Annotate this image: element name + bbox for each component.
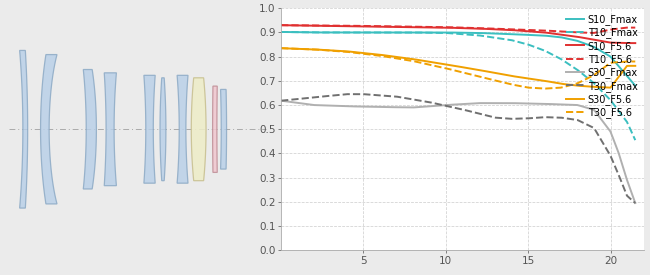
- S10_Fmax: [487, 32, 495, 35]
- S30_F5.6: [631, 64, 639, 67]
- S30_Fmax: [278, 99, 286, 103]
- S30_F5.6: [494, 72, 502, 75]
- Polygon shape: [40, 54, 57, 204]
- T30_Fmax: [488, 115, 496, 119]
- T10_Fmax: [278, 30, 286, 34]
- T30_F5.6: [487, 78, 495, 81]
- T10_Fmax: [487, 35, 495, 39]
- S10_F5.6: [631, 42, 639, 45]
- Line: S30_F5.6: S30_F5.6: [281, 48, 635, 88]
- T30_Fmax: [344, 92, 352, 96]
- Line: T10_F5.6: T10_F5.6: [281, 25, 635, 33]
- Line: S10_Fmax: S10_Fmax: [281, 32, 635, 86]
- T10_Fmax: [278, 30, 285, 34]
- T10_F5.6: [487, 27, 495, 30]
- T10_F5.6: [576, 31, 584, 34]
- Line: T30_Fmax: T30_Fmax: [281, 94, 635, 203]
- S30_F5.6: [488, 71, 496, 74]
- S30_Fmax: [488, 101, 496, 105]
- T30_F5.6: [278, 46, 285, 50]
- S10_F5.6: [487, 28, 495, 31]
- S30_Fmax: [576, 104, 584, 107]
- T10_F5.6: [488, 27, 496, 30]
- Line: S30_Fmax: S30_Fmax: [281, 101, 635, 203]
- Line: T30_F5.6: T30_F5.6: [281, 48, 635, 89]
- T10_F5.6: [278, 24, 285, 27]
- T10_F5.6: [494, 27, 502, 31]
- T30_Fmax: [495, 116, 503, 120]
- Line: S10_F5.6: S10_F5.6: [281, 25, 635, 43]
- S10_F5.6: [576, 35, 584, 39]
- T30_F5.6: [488, 78, 496, 81]
- Polygon shape: [144, 75, 155, 183]
- T10_Fmax: [488, 36, 496, 39]
- Polygon shape: [83, 70, 96, 189]
- S10_Fmax: [598, 50, 606, 53]
- T30_Fmax: [489, 116, 497, 119]
- T30_F5.6: [577, 80, 585, 83]
- Polygon shape: [20, 50, 28, 208]
- S10_Fmax: [576, 40, 584, 43]
- T10_Fmax: [576, 70, 584, 73]
- S10_Fmax: [278, 30, 285, 34]
- Legend: S10_Fmax, T10_Fmax, S10_F5.6, T10_F5.6, S30_Fmax, T30_Fmax, S30_F5.6, T30_F5.6: S10_Fmax, T10_Fmax, S10_F5.6, T10_F5.6, …: [566, 13, 639, 119]
- T30_Fmax: [278, 99, 286, 102]
- T10_F5.6: [599, 29, 607, 33]
- T10_F5.6: [590, 31, 598, 35]
- Line: T10_Fmax: T10_Fmax: [281, 32, 635, 140]
- T30_Fmax: [577, 120, 585, 123]
- S30_Fmax: [487, 101, 495, 105]
- T30_F5.6: [631, 60, 639, 63]
- S10_F5.6: [278, 24, 286, 27]
- S10_F5.6: [278, 24, 285, 27]
- T30_F5.6: [599, 67, 607, 70]
- T30_F5.6: [541, 87, 549, 90]
- T30_F5.6: [278, 46, 286, 50]
- T10_Fmax: [631, 139, 639, 142]
- S30_F5.6: [598, 86, 606, 89]
- T10_Fmax: [598, 90, 606, 93]
- Polygon shape: [191, 78, 206, 181]
- T30_Fmax: [278, 99, 285, 102]
- S10_Fmax: [278, 30, 286, 34]
- T30_Fmax: [599, 142, 607, 145]
- S10_Fmax: [631, 84, 639, 87]
- Polygon shape: [160, 78, 166, 181]
- T30_Fmax: [631, 201, 639, 205]
- T10_Fmax: [494, 37, 502, 40]
- S10_Fmax: [494, 32, 502, 35]
- S30_F5.6: [278, 46, 286, 50]
- S30_Fmax: [631, 201, 639, 205]
- S30_F5.6: [606, 86, 614, 89]
- S30_F5.6: [278, 46, 285, 50]
- S10_Fmax: [488, 32, 496, 35]
- S30_Fmax: [598, 119, 606, 122]
- T30_F5.6: [494, 79, 502, 83]
- T10_F5.6: [631, 26, 639, 29]
- Polygon shape: [220, 89, 227, 169]
- S10_F5.6: [488, 28, 496, 31]
- Polygon shape: [213, 86, 217, 172]
- Polygon shape: [104, 73, 116, 186]
- S10_F5.6: [624, 42, 632, 45]
- S30_F5.6: [576, 84, 584, 87]
- S10_F5.6: [494, 28, 502, 31]
- Polygon shape: [177, 75, 188, 183]
- S30_Fmax: [278, 99, 285, 102]
- S30_Fmax: [494, 101, 502, 105]
- S30_F5.6: [487, 70, 495, 74]
- T10_F5.6: [278, 24, 286, 27]
- S10_F5.6: [598, 40, 606, 43]
